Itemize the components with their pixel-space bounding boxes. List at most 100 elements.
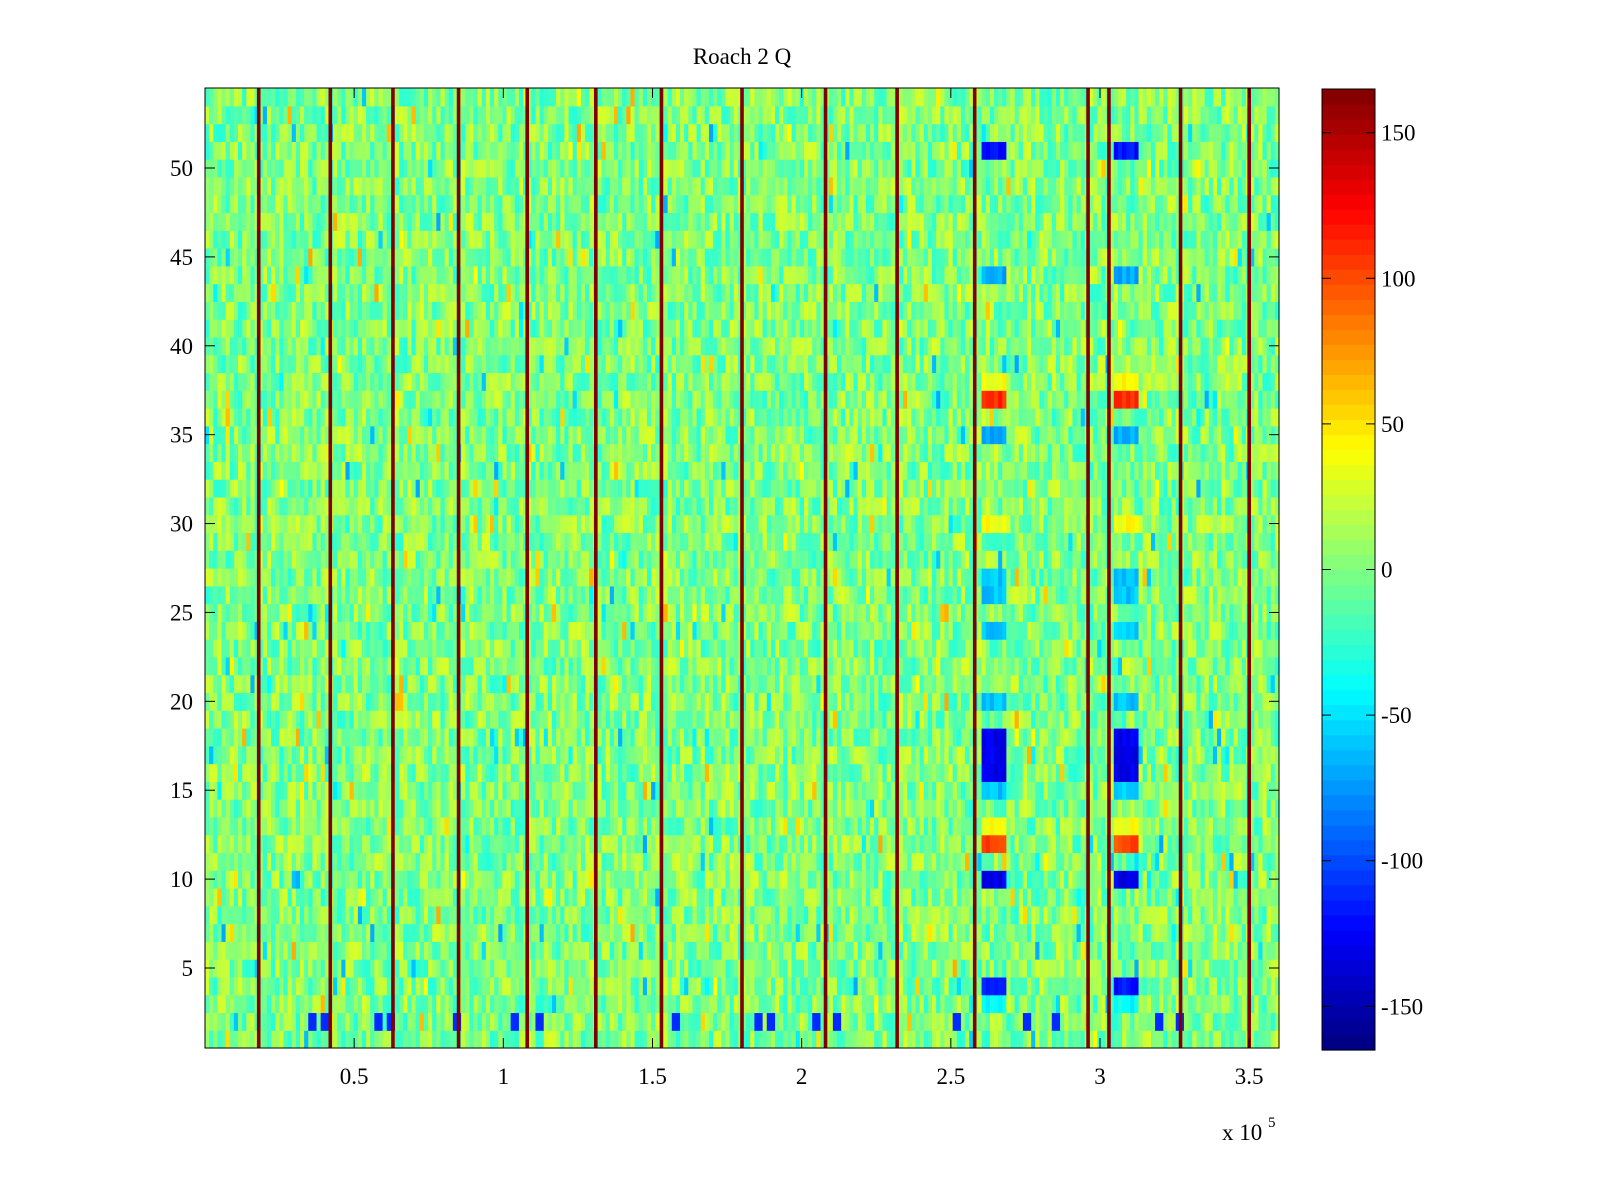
- heatmap-cell: [1088, 834, 1094, 854]
- heatmap-cell: [295, 1012, 301, 1031]
- heatmap-cell: [209, 1030, 214, 1049]
- heatmap-cell: [1027, 1012, 1032, 1031]
- heatmap-cell: [366, 941, 371, 960]
- heatmap-cell: [1229, 763, 1235, 782]
- heatmap-cell: [539, 799, 545, 818]
- heatmap-cell: [1113, 959, 1119, 978]
- heatmap-cell: [551, 888, 557, 907]
- heatmap-cell: [564, 781, 570, 800]
- heatmap-cell: [1262, 976, 1268, 996]
- heatmap-cell: [473, 870, 479, 889]
- heatmap-cell: [543, 870, 549, 889]
- heatmap-cell: [1167, 976, 1173, 996]
- heatmap-cell: [795, 834, 801, 854]
- heatmap-cell: [386, 959, 392, 978]
- heatmap-cell: [903, 994, 908, 1014]
- heatmap-cell: [494, 816, 499, 836]
- heatmap-cell: [613, 763, 619, 782]
- heatmap-cell: [1270, 923, 1276, 942]
- heatmap-cell: [766, 710, 772, 729]
- heatmap-cell: [419, 781, 425, 800]
- heatmap-cell: [266, 852, 272, 871]
- heatmap-cell: [601, 905, 607, 925]
- heatmap-cell: [238, 1012, 243, 1031]
- heatmap-cell: [642, 763, 648, 782]
- heatmap-cell: [1039, 976, 1045, 996]
- heatmap-cell: [452, 728, 458, 747]
- heatmap-cell: [704, 976, 710, 996]
- heatmap-cell: [461, 745, 466, 765]
- heatmap-cell: [514, 923, 520, 942]
- heatmap-cell: [518, 816, 524, 836]
- heatmap-cell: [870, 959, 875, 978]
- heatmap-cell: [820, 1012, 826, 1031]
- heatmap-cell: [1051, 994, 1057, 1014]
- heatmap-cell: [828, 781, 834, 800]
- heatmap-cell: [481, 763, 487, 782]
- heatmap-cell: [1113, 888, 1119, 907]
- heatmap-cell: [225, 710, 231, 729]
- heatmap-cell: [1014, 994, 1020, 1014]
- heatmap-cell: [423, 816, 429, 836]
- heatmap-cell: [353, 1030, 359, 1049]
- heatmap-cell: [956, 870, 962, 889]
- heatmap-cell: [721, 994, 727, 1014]
- heatmap-cell: [795, 763, 801, 782]
- heatmap-cell: [576, 905, 582, 925]
- heatmap-cell: [374, 816, 380, 836]
- heatmap-cell: [221, 870, 227, 889]
- heatmap-cell: [993, 852, 999, 871]
- heatmap-cell: [233, 710, 239, 729]
- heatmap-cell: [1064, 745, 1069, 765]
- heatmap-cell: [932, 1012, 937, 1031]
- heatmap-cell: [1262, 799, 1268, 818]
- heatmap-cell: [1274, 834, 1280, 854]
- heatmap-cell: [1113, 781, 1119, 800]
- heatmap-cell: [828, 959, 834, 978]
- heatmap-cell: [419, 1030, 425, 1049]
- heatmap-cell: [357, 923, 363, 942]
- heatmap-cell: [713, 1030, 718, 1049]
- heatmap-cell: [919, 976, 925, 996]
- heatmap-cell: [481, 799, 487, 818]
- heatmap-cell: [1088, 781, 1094, 800]
- heatmap-cell: [271, 1012, 276, 1031]
- heatmap-cell: [791, 994, 797, 1014]
- heatmap-cell: [857, 870, 863, 889]
- heatmap-cell: [271, 816, 276, 836]
- heatmap-cell: [655, 923, 660, 942]
- heatmap-cell: [1076, 994, 1082, 1014]
- heatmap-cell: [601, 852, 607, 871]
- heatmap-cell: [1208, 710, 1214, 729]
- heatmap-cell: [1060, 923, 1065, 942]
- heatmap-cell: [1122, 1012, 1127, 1031]
- heatmap-cell: [1072, 710, 1078, 729]
- heatmap-cell: [601, 941, 607, 960]
- heatmap-cell: [919, 781, 925, 800]
- heatmap-cell: [688, 745, 694, 765]
- heatmap-cell: [803, 799, 809, 818]
- heatmap-cell: [1150, 852, 1156, 871]
- heatmap-cell: [1250, 923, 1255, 942]
- heatmap-cell: [692, 905, 698, 925]
- heatmap-cell: [345, 976, 351, 996]
- heatmap-cell: [932, 923, 937, 942]
- heatmap-cell: [1142, 781, 1148, 800]
- heatmap-cell: [1130, 1030, 1136, 1049]
- heatmap-cell: [1072, 1030, 1078, 1049]
- heatmap-cell: [543, 976, 549, 996]
- heatmap-cell: [828, 905, 834, 925]
- heatmap-cell: [646, 888, 652, 907]
- heatmap-cell: [374, 852, 380, 871]
- heatmap-cell: [1212, 745, 1218, 765]
- heatmap-cell: [349, 816, 355, 836]
- heatmap-cell: [1274, 905, 1280, 925]
- heatmap-cell: [923, 834, 929, 854]
- heatmap-cell: [481, 941, 487, 960]
- heatmap-cell: [490, 710, 495, 729]
- heatmap-cell: [1080, 905, 1086, 925]
- heatmap-cell: [481, 1030, 487, 1049]
- heatmap-cell: [279, 941, 285, 960]
- heatmap-cell: [266, 728, 272, 747]
- heatmap-cell: [465, 781, 470, 800]
